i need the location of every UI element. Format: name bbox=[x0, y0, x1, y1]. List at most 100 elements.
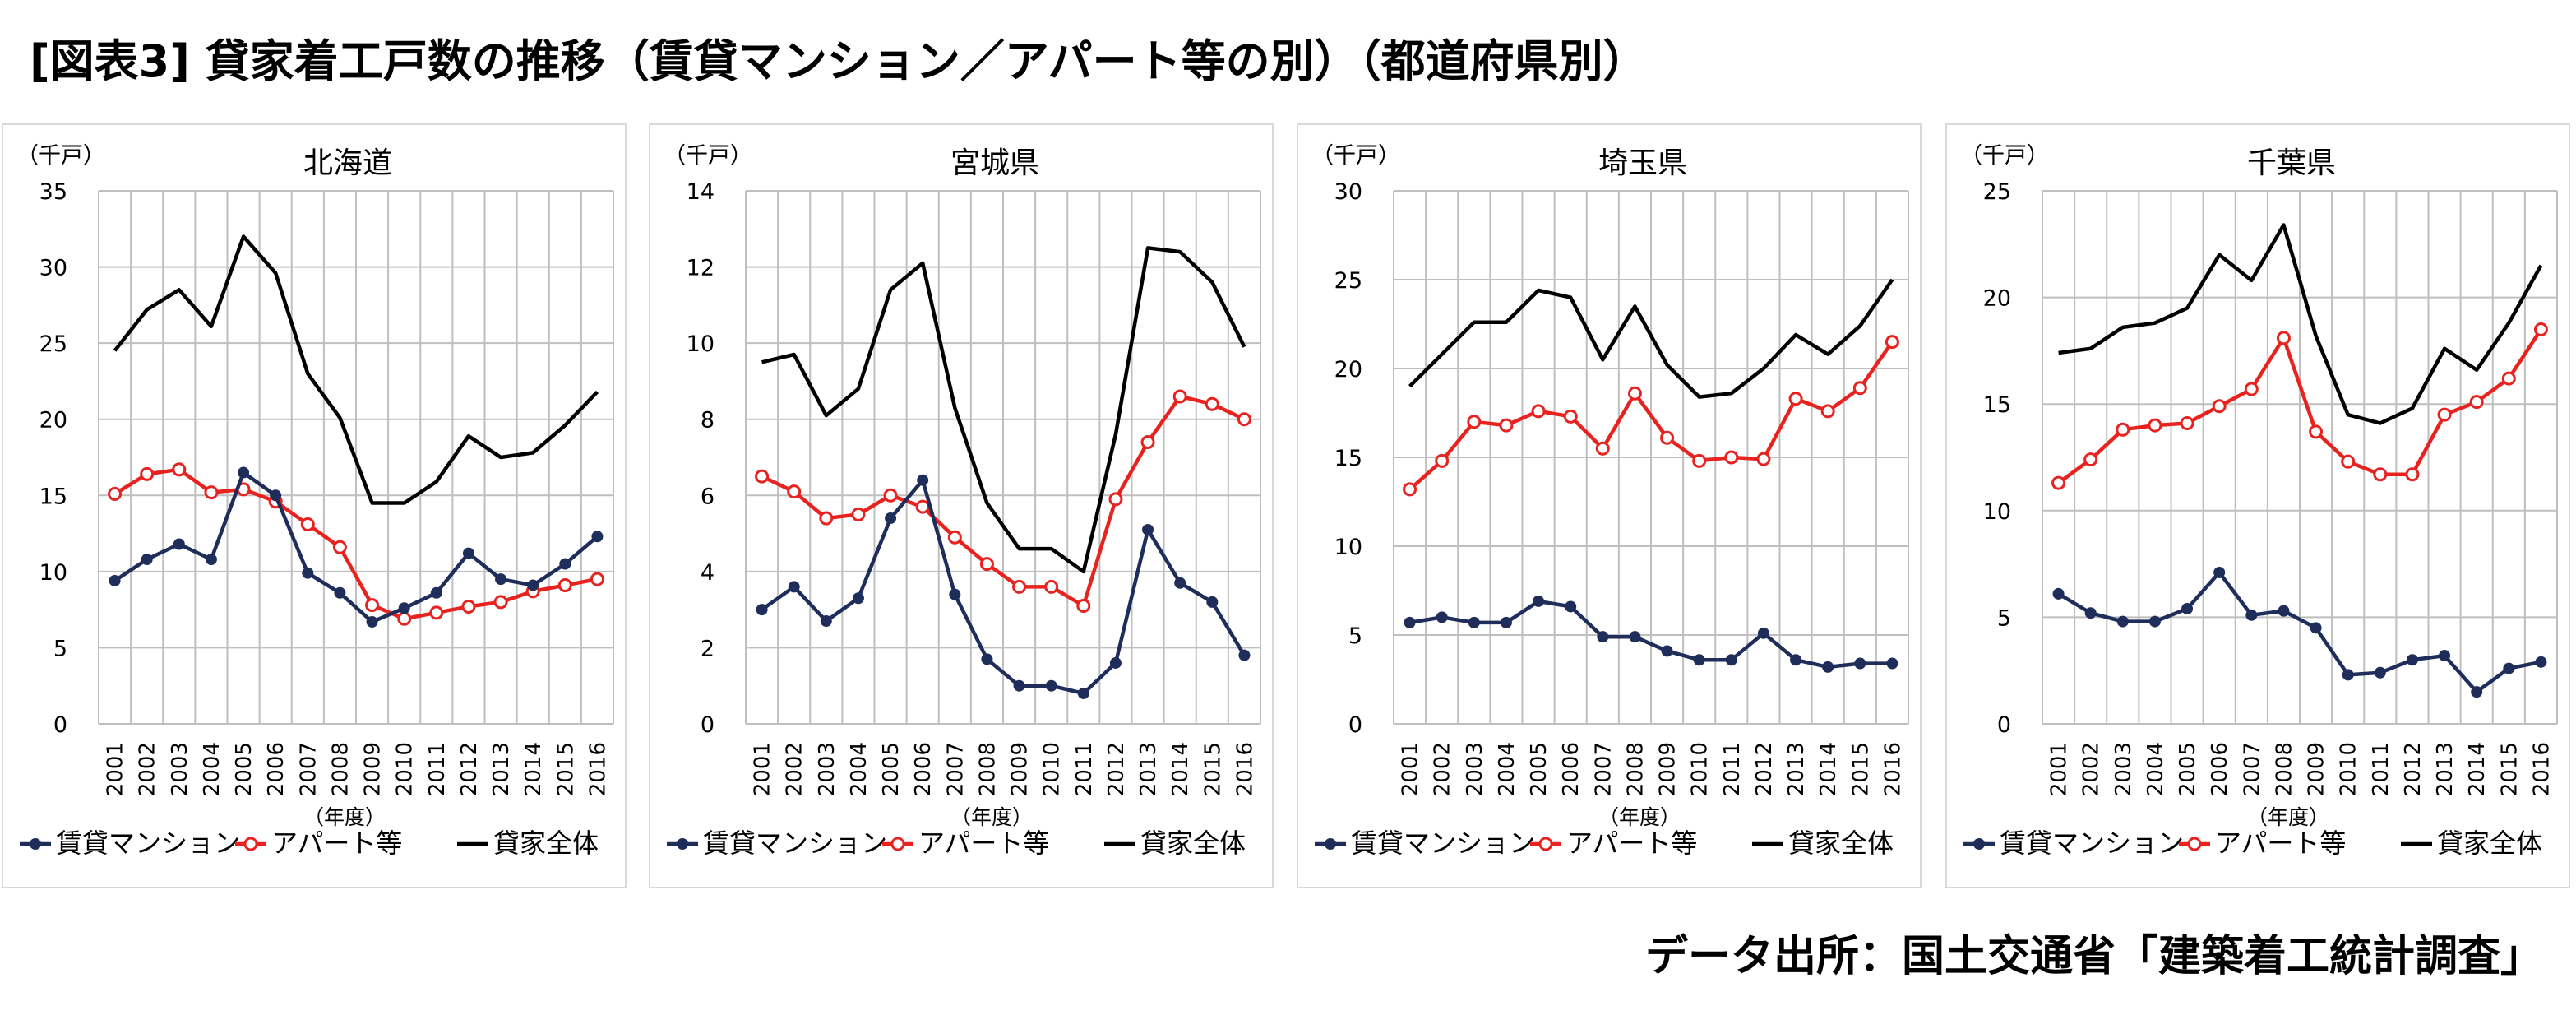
x-tick-label: 2008 bbox=[975, 742, 1000, 796]
data-point-mansion bbox=[2116, 615, 2129, 628]
data-point-mansion bbox=[1565, 600, 1577, 613]
x-tick-label: 2001 bbox=[2047, 742, 2072, 796]
data-point-mansion bbox=[1822, 661, 1834, 673]
data-point-apartment bbox=[1076, 599, 1091, 614]
y-tick-label: 25 bbox=[39, 331, 67, 357]
page-title: [図表3] 貸家着工戸数の推移（賃貸マンション／アパート等の別）（都道府県別） bbox=[30, 35, 1648, 87]
data-point-mansion bbox=[788, 581, 800, 593]
x-tick-label: 2014 bbox=[1168, 742, 1193, 796]
data-point-mansion bbox=[462, 547, 474, 559]
data-point-apartment bbox=[1403, 482, 1417, 497]
x-tick-label: 2013 bbox=[489, 742, 514, 796]
x-tick-label: 2012 bbox=[457, 742, 482, 796]
data-point-apartment bbox=[1885, 335, 1899, 350]
x-tick-label: 2006 bbox=[1559, 742, 1584, 796]
y-tick-label: 30 bbox=[1334, 179, 1362, 205]
data-point-apartment bbox=[1788, 392, 1803, 406]
x-tick-label: 2005 bbox=[2176, 742, 2200, 796]
y-unit-label: （千戸） bbox=[1311, 143, 1400, 169]
y-tick-label: 25 bbox=[1983, 179, 2011, 205]
data-point-apartment bbox=[2405, 467, 2420, 482]
y-tick-label: 0 bbox=[1997, 712, 2011, 738]
data-point-mansion bbox=[1109, 656, 1122, 669]
y-tick-label: 14 bbox=[687, 179, 715, 205]
y-tick-label: 20 bbox=[1983, 286, 2011, 312]
legend-label-total: 貸家全体 bbox=[2437, 827, 2542, 859]
x-tick-label: 2006 bbox=[2208, 742, 2232, 796]
x-tick-label: 2005 bbox=[232, 742, 257, 796]
chart-title: 宮城県 bbox=[950, 146, 1039, 180]
x-tick-label: 2016 bbox=[2529, 742, 2554, 796]
data-point-mansion bbox=[1790, 654, 1802, 666]
x-tick-label: 2010 bbox=[1688, 742, 1713, 796]
data-point-mansion bbox=[2181, 603, 2194, 615]
x-tick-label: 2007 bbox=[296, 742, 321, 796]
data-source-note: データ出所：国土交通省「建築着工統計調査」 bbox=[1644, 932, 2543, 981]
data-point-apartment bbox=[915, 499, 930, 514]
data-point-apartment bbox=[1012, 579, 1027, 594]
x-tick-label: 2008 bbox=[1623, 742, 1648, 796]
x-tick-label: 2005 bbox=[879, 742, 904, 796]
data-point-mansion bbox=[173, 538, 185, 550]
x-tick-label: 2006 bbox=[911, 742, 936, 796]
y-tick-label: 6 bbox=[701, 484, 715, 509]
data-point-apartment bbox=[1852, 381, 1867, 396]
x-axis-label: （年度） bbox=[2247, 805, 2329, 829]
y-tick-label: 10 bbox=[1983, 499, 2011, 525]
x-tick-label: 2011 bbox=[1720, 742, 1745, 796]
x-tick-label: 2015 bbox=[553, 742, 578, 796]
x-tick-label: 2009 bbox=[1008, 742, 1033, 796]
data-point-apartment bbox=[2373, 467, 2388, 482]
x-tick-label: 2014 bbox=[1816, 742, 1841, 796]
data-point-mansion bbox=[2342, 669, 2354, 681]
x-axis-label: （年度） bbox=[950, 805, 1033, 829]
data-point-apartment bbox=[1756, 452, 1771, 466]
data-point-apartment bbox=[1140, 434, 1155, 449]
x-tick-label: 2012 bbox=[2401, 742, 2426, 796]
data-point-mansion bbox=[109, 574, 121, 586]
data-point-mansion bbox=[430, 586, 442, 599]
data-point-apartment bbox=[1724, 450, 1739, 465]
data-point-mansion bbox=[302, 567, 314, 579]
legend-marker-apartment bbox=[890, 837, 905, 851]
x-tick-label: 2011 bbox=[2369, 742, 2393, 796]
legend-label-apartment: アパート等 bbox=[271, 827, 402, 859]
x-tick-label: 2007 bbox=[1591, 742, 1616, 796]
y-tick-label: 10 bbox=[687, 331, 715, 357]
data-point-mansion bbox=[1174, 577, 1186, 589]
data-point-apartment bbox=[979, 557, 994, 572]
data-point-apartment bbox=[557, 578, 572, 593]
legend-label-apartment: アパート等 bbox=[2215, 827, 2346, 859]
data-point-mansion bbox=[334, 586, 346, 599]
data-point-mansion bbox=[1468, 616, 1480, 628]
data-point-apartment bbox=[172, 462, 187, 477]
y-tick-label: 15 bbox=[1983, 392, 2011, 418]
legend-marker-apartment bbox=[2187, 837, 2202, 851]
y-tick-label: 10 bbox=[1334, 535, 1362, 560]
data-point-mansion bbox=[205, 554, 217, 566]
data-point-apartment bbox=[1627, 386, 1642, 401]
data-point-apartment bbox=[1237, 412, 1251, 427]
data-point-mansion bbox=[2213, 566, 2226, 578]
data-point-apartment bbox=[2276, 331, 2291, 345]
data-point-apartment bbox=[755, 469, 770, 484]
y-tick-label: 5 bbox=[1997, 605, 2011, 631]
series-line-apartment bbox=[761, 394, 1246, 608]
x-tick-label: 2007 bbox=[943, 742, 968, 796]
legend-label-total: 貸家全体 bbox=[493, 827, 599, 859]
x-tick-label: 2014 bbox=[521, 742, 546, 796]
data-point-mansion bbox=[1629, 631, 1641, 643]
data-point-mansion bbox=[1757, 627, 1769, 639]
data-point-mansion bbox=[2374, 666, 2386, 679]
data-point-mansion bbox=[2052, 587, 2065, 600]
chart-panel-chiba: （千戸） 千葉県 0 5 10 15 20 25 2001 2002 2003 2004 2005 200… bbox=[1945, 123, 2570, 888]
data-point-mansion bbox=[1404, 616, 1416, 628]
x-tick-label: 2009 bbox=[1656, 742, 1681, 796]
data-point-mansion bbox=[591, 531, 604, 543]
data-point-mansion bbox=[1597, 631, 1609, 643]
x-tick-label: 2007 bbox=[2240, 742, 2264, 796]
chart-panel-saitama: （千戸） 埼玉県 0 5 10 15 20 25 30 2001 2002 2003 2004 2005 2… bbox=[1297, 123, 1922, 888]
x-tick-label: 2015 bbox=[1848, 742, 1873, 796]
x-tick-label: 2004 bbox=[1495, 742, 1519, 796]
y-tick-label: 20 bbox=[1334, 357, 1362, 382]
